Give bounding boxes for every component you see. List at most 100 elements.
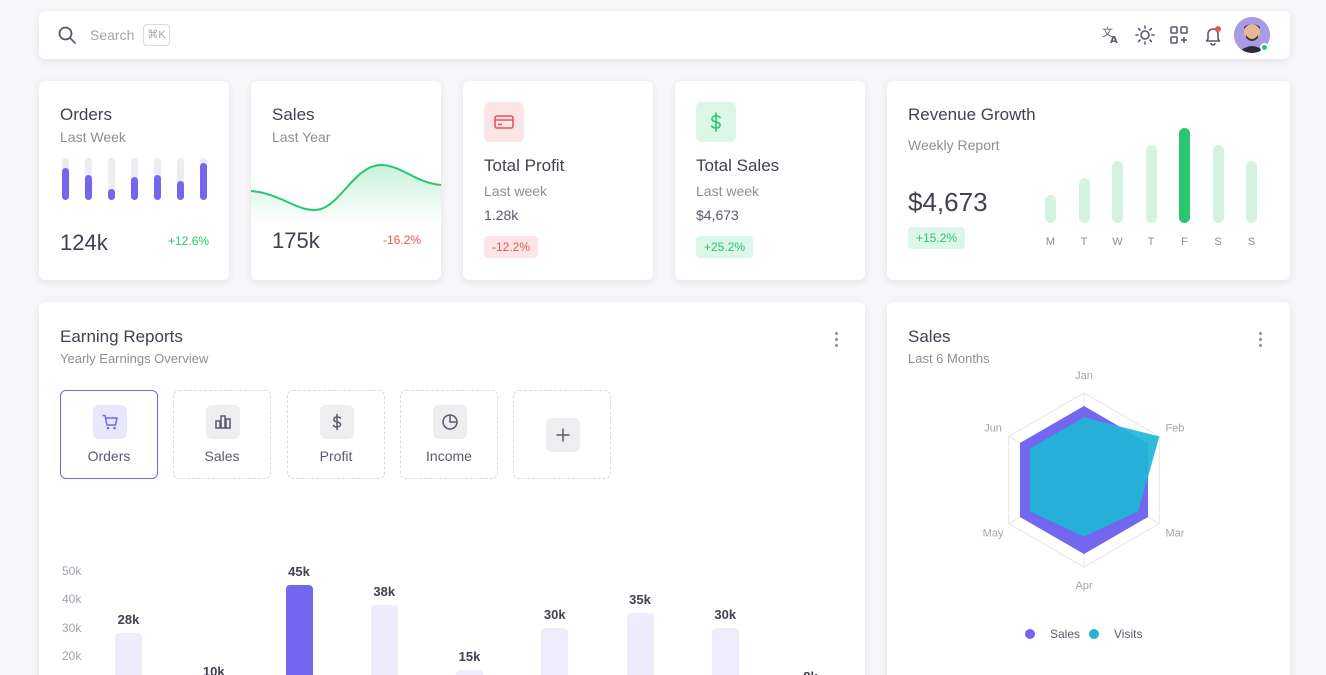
bell-icon[interactable] xyxy=(1202,24,1224,46)
day-label: S xyxy=(1214,236,1222,248)
change-percent: +12.6% xyxy=(168,234,210,248)
dollar-icon xyxy=(696,102,736,142)
tab-label: Orders xyxy=(87,448,131,464)
sales-card: Sales Last Year 175k -16.2% xyxy=(251,81,441,280)
search-input[interactable]: Search xyxy=(90,27,135,43)
card-title: Revenue Growth xyxy=(908,105,1036,124)
card-title: Earning Reports xyxy=(60,327,183,346)
legend-label: Visits xyxy=(1114,627,1143,641)
more-options-icon[interactable] xyxy=(828,329,844,349)
orders-bar xyxy=(154,158,161,200)
total-sales-card: Total Sales Last week $4,673 +25.2% xyxy=(675,81,865,280)
orders-bar-fill xyxy=(200,163,207,200)
card-title: Sales xyxy=(272,105,315,124)
earning-bar-value: 10k xyxy=(202,663,225,675)
card-subtitle: Last week xyxy=(484,183,548,199)
revenue-growth-bar xyxy=(1246,161,1257,223)
legend-marker xyxy=(1025,629,1035,639)
y-tick-label: 40k xyxy=(62,592,82,606)
earning-bar[interactable] xyxy=(370,604,398,675)
earning-bar[interactable] xyxy=(711,627,739,675)
earning-bar-value: 45k xyxy=(288,563,310,579)
orders-bar-fill xyxy=(108,189,115,200)
radar-axis-label: Mar xyxy=(1165,528,1184,540)
card-value: 124k xyxy=(60,230,108,255)
radar-axis-label: May xyxy=(983,528,1004,540)
orders-bar xyxy=(108,158,115,200)
earning-bar-value: 38k xyxy=(373,583,396,599)
orders-bar xyxy=(85,158,92,200)
tab-sales[interactable]: Sales xyxy=(173,390,271,479)
search-shortcut: ⌘K xyxy=(143,24,170,46)
total-profit-card: Total Profit Last week 1.28k -12.2% xyxy=(463,81,653,280)
tab-label: Profit xyxy=(319,448,353,464)
orders-bar-fill xyxy=(177,181,184,200)
card-subtitle: Last Year xyxy=(272,129,331,145)
legend-label: Sales xyxy=(1050,627,1081,641)
card-value: $4,673 xyxy=(908,187,988,217)
earning-bar-value: 15k xyxy=(458,649,481,665)
orders-bar-fill xyxy=(131,177,138,200)
day-label: F xyxy=(1181,236,1188,248)
orders-bar-fill xyxy=(154,175,161,200)
card-value: 1.28k xyxy=(484,207,519,223)
radar-series-visits xyxy=(1029,417,1160,537)
earning-bar-value: 28k xyxy=(117,612,140,628)
credit-card-icon xyxy=(484,102,524,142)
revenue-growth-bar xyxy=(1112,161,1123,223)
sun-icon[interactable] xyxy=(1134,24,1156,46)
orders-bar xyxy=(177,158,184,200)
earning-bar[interactable] xyxy=(541,627,569,675)
grid-plus-icon[interactable] xyxy=(1168,24,1190,46)
sales-trend-sparkline xyxy=(251,163,441,223)
y-tick-label: 30k xyxy=(62,620,82,635)
tab-income[interactable]: Income xyxy=(400,390,498,479)
orders-bar-fill xyxy=(85,175,92,200)
revenue-growth-bar xyxy=(1045,195,1056,223)
search-icon[interactable] xyxy=(57,25,77,50)
earning-bar-value: 35k xyxy=(629,592,651,608)
orders-bar xyxy=(62,158,69,200)
earning-bar[interactable] xyxy=(115,633,142,675)
card-value: 175k xyxy=(272,228,320,253)
sales-radar-chart: Jan Feb Mar Apr May Jun xyxy=(983,370,1185,592)
day-label: T xyxy=(1080,236,1088,248)
radar-axis-label: Apr xyxy=(1075,580,1092,592)
card-title: Sales xyxy=(908,327,951,346)
tab-orders[interactable]: Orders xyxy=(60,390,158,479)
radar-axis-label: Jun xyxy=(984,423,1002,435)
more-options-icon[interactable] xyxy=(1252,329,1268,349)
radar-axis-label: Feb xyxy=(1165,423,1184,435)
radar-axis-label: Jan xyxy=(1075,370,1093,382)
earning-bar[interactable] xyxy=(285,584,313,675)
revenue-growth-bar xyxy=(1212,145,1224,223)
svg-text:A: A xyxy=(1110,35,1118,46)
card-subtitle: Weekly Report xyxy=(908,137,1000,153)
y-tick-label: 20k xyxy=(62,649,82,663)
dollar-icon xyxy=(320,405,354,439)
legend-marker xyxy=(1089,629,1099,639)
bar-chart-icon xyxy=(206,405,240,439)
tab-profit[interactable]: Profit xyxy=(287,390,385,479)
change-badge: -12.2% xyxy=(484,236,539,258)
earning-bar-value: 8k xyxy=(787,669,834,675)
card-subtitle: Last week xyxy=(696,183,760,199)
earning-bar-value: 30k xyxy=(714,606,737,622)
day-label: W xyxy=(1112,236,1123,248)
add-tab-button[interactable] xyxy=(513,390,611,479)
tab-label: Sales xyxy=(204,448,240,464)
y-tick-label: 50k xyxy=(62,563,82,578)
pie-chart-icon xyxy=(433,405,467,439)
earning-bar[interactable] xyxy=(626,613,654,675)
orders-bar xyxy=(200,158,207,200)
change-badge: +25.2% xyxy=(696,236,754,258)
day-label: T xyxy=(1147,236,1155,248)
day-label: S xyxy=(1247,236,1256,248)
earning-bar[interactable] xyxy=(456,670,483,675)
revenue-growth-bar xyxy=(1078,178,1090,223)
svg-text:文: 文 xyxy=(1102,25,1113,39)
card-title: Total Sales xyxy=(696,156,780,175)
orders-card: Orders Last Week 124k +12.6% xyxy=(39,81,229,280)
